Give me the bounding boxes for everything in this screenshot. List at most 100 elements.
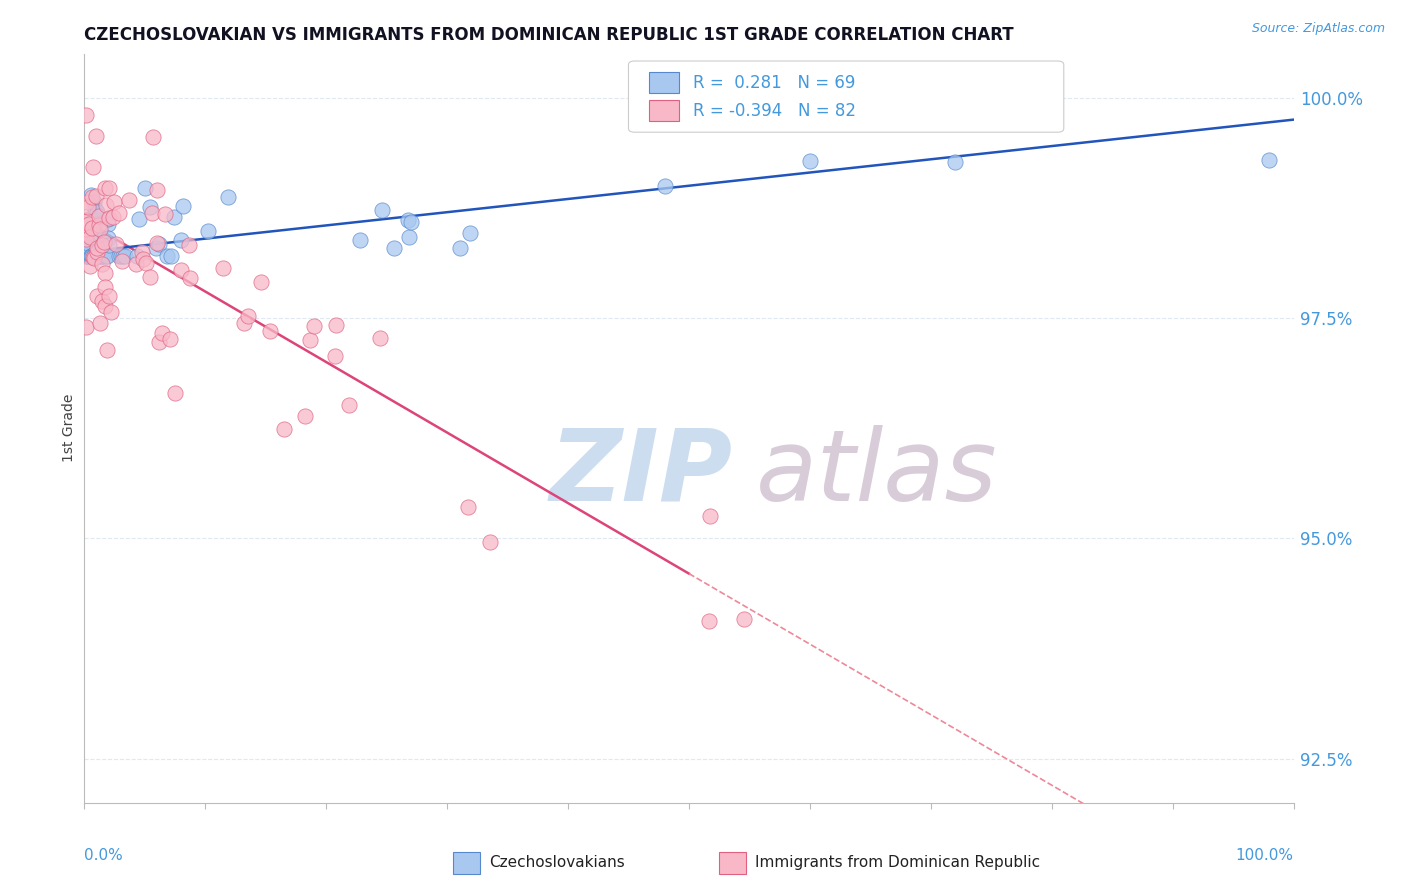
Point — [84, 249, 107, 263]
Point — [943, 155, 966, 169]
Point — [75, 319, 97, 334]
Point — [110, 249, 132, 263]
Point — [105, 236, 128, 251]
Point — [96, 197, 118, 211]
Point — [87, 218, 110, 232]
Point — [93, 266, 115, 280]
Point — [90, 258, 112, 272]
Point — [103, 194, 125, 209]
Point — [79, 230, 101, 244]
Point — [75, 218, 97, 232]
Point — [799, 154, 821, 169]
Y-axis label: 1st Grade: 1st Grade — [62, 394, 76, 462]
Point — [699, 508, 721, 523]
Point — [86, 189, 108, 203]
Point — [197, 224, 219, 238]
Point — [101, 210, 124, 224]
Point — [172, 199, 194, 213]
Point — [80, 249, 103, 263]
Point — [86, 129, 108, 144]
Point — [107, 249, 129, 263]
Point — [83, 249, 105, 263]
Text: 0.0%: 0.0% — [84, 847, 124, 863]
Point — [396, 213, 419, 227]
Point — [91, 249, 114, 263]
Point — [97, 211, 120, 225]
Point — [79, 221, 101, 235]
Point — [128, 212, 150, 227]
Point — [75, 221, 97, 235]
Point — [170, 233, 193, 247]
Point — [259, 324, 281, 338]
Point — [733, 612, 755, 626]
Point — [125, 257, 148, 271]
Point — [96, 343, 118, 358]
Point — [82, 230, 104, 244]
Point — [87, 249, 110, 263]
Text: 100.0%: 100.0% — [1236, 847, 1294, 863]
Point — [91, 249, 114, 263]
Point — [97, 212, 120, 227]
Point — [349, 233, 371, 247]
Point — [179, 271, 201, 285]
Text: CZECHOSLOVAKIAN VS IMMIGRANTS FROM DOMINICAN REPUBLIC 1ST GRADE CORRELATION CHAR: CZECHOSLOVAKIAN VS IMMIGRANTS FROM DOMIN… — [84, 26, 1014, 44]
Point — [211, 261, 233, 276]
Point — [79, 211, 101, 225]
Point — [91, 238, 114, 252]
Point — [165, 385, 187, 400]
Point — [368, 331, 391, 345]
Point — [108, 205, 131, 219]
Point — [250, 276, 273, 290]
Text: atlas: atlas — [755, 425, 997, 522]
Point — [399, 215, 422, 229]
Point — [141, 206, 163, 220]
Point — [82, 161, 104, 175]
Point — [294, 409, 316, 424]
Point — [273, 422, 295, 436]
Point — [83, 248, 105, 262]
Point — [77, 249, 100, 263]
Point — [132, 252, 155, 267]
Point — [91, 294, 114, 309]
Point — [83, 251, 105, 265]
FancyBboxPatch shape — [720, 852, 745, 874]
Point — [76, 200, 98, 214]
Text: R = -0.394   N = 82: R = -0.394 N = 82 — [693, 103, 856, 120]
Point — [117, 193, 139, 207]
Point — [83, 245, 105, 260]
Point — [94, 249, 117, 263]
Point — [654, 178, 676, 193]
Point — [94, 181, 117, 195]
Point — [325, 349, 347, 363]
Point — [217, 189, 239, 203]
Text: Immigrants from Dominican Republic: Immigrants from Dominican Republic — [755, 855, 1040, 871]
Point — [146, 236, 169, 251]
Point — [80, 249, 103, 263]
Point — [89, 209, 111, 223]
Point — [76, 249, 98, 263]
Text: R =  0.281   N = 69: R = 0.281 N = 69 — [693, 74, 855, 92]
Point — [100, 304, 122, 318]
Point — [79, 259, 101, 273]
Point — [153, 207, 176, 221]
Point — [325, 318, 347, 332]
Point — [86, 241, 108, 255]
Point — [449, 241, 471, 255]
Point — [75, 241, 97, 255]
Point — [86, 205, 108, 219]
Point — [302, 318, 325, 333]
Point — [382, 241, 405, 255]
Point — [83, 217, 105, 231]
Point — [398, 230, 420, 244]
Point — [83, 195, 105, 210]
Text: ZIP: ZIP — [550, 425, 733, 522]
Point — [97, 237, 120, 252]
Point — [83, 202, 105, 216]
Point — [77, 218, 100, 232]
Point — [82, 221, 104, 235]
Point — [145, 241, 167, 255]
Point — [142, 130, 165, 145]
Point — [97, 218, 120, 232]
Point — [236, 310, 259, 324]
Point — [94, 235, 117, 249]
